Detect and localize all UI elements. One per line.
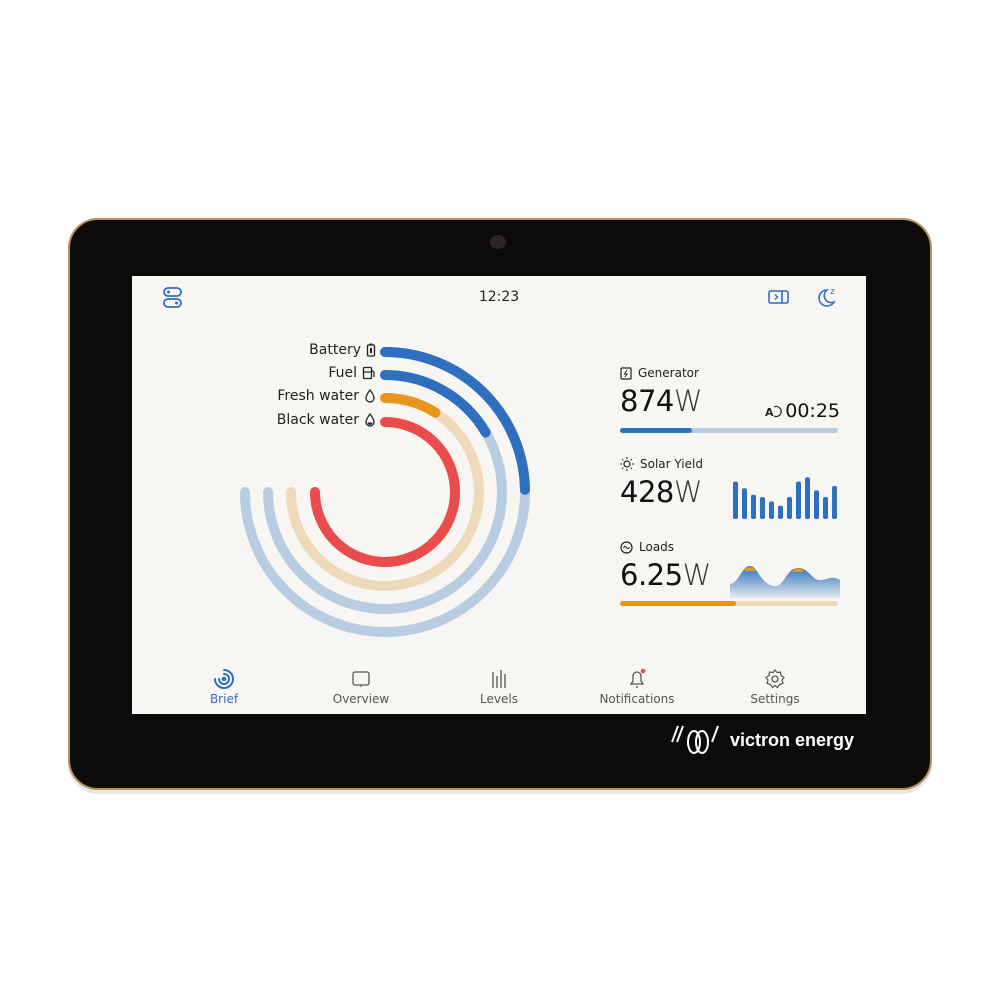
ring-fill-black-water — [310, 417, 460, 567]
generator-icon — [620, 366, 632, 380]
notification-dot — [640, 668, 646, 674]
generator-unit: W — [673, 384, 703, 418]
battery-icon — [366, 343, 376, 357]
solar-bar — [742, 488, 747, 519]
tab-levels[interactable]: Levels — [444, 666, 554, 706]
label-text: Fuel — [328, 365, 357, 381]
solar-bar — [778, 505, 783, 519]
solar-unit: W — [673, 475, 703, 509]
solar-bar-chart — [733, 477, 837, 519]
label-text: Fresh water — [277, 388, 359, 404]
label-fresh-water: Fresh water — [277, 388, 376, 404]
generator-runtime: A 00:25 — [765, 400, 840, 422]
victron-logo-mark — [671, 725, 719, 754]
label-black-water: Black water — [277, 412, 376, 428]
tab-label: Brief — [209, 692, 239, 706]
levels-icon — [492, 670, 506, 688]
water-drop-filled-icon — [365, 413, 375, 427]
tab-notifications[interactable]: Notifications — [582, 666, 692, 706]
tab-overview[interactable]: Overview — [306, 666, 416, 706]
tab-brief[interactable]: Brief — [169, 666, 279, 706]
loads-value-number: 6.25 — [620, 558, 683, 592]
loads-progress-fill — [620, 601, 736, 606]
auto-start-icon: A — [765, 405, 782, 419]
gear-icon — [765, 669, 785, 689]
generator-progress-fill — [620, 428, 692, 433]
solar-bar — [760, 497, 765, 519]
loads-area — [730, 566, 840, 598]
label-text: Battery — [309, 342, 361, 358]
overview-icon — [352, 671, 370, 687]
toggles-icon[interactable] — [162, 286, 184, 310]
ring-fill-fresh-water — [380, 393, 441, 418]
solar-bar — [814, 490, 819, 519]
generator-title-text: Generator — [638, 366, 699, 380]
tab-label: Levels — [480, 692, 518, 706]
svg-text:z: z — [830, 287, 835, 297]
solar-bar — [832, 486, 837, 519]
ring-track-fresh-water — [286, 393, 484, 591]
solar-title: Solar Yield — [620, 457, 840, 471]
generator-progress-track — [620, 428, 838, 433]
sleep-moon-icon[interactable]: z — [815, 284, 839, 308]
loads-title-text: Loads — [639, 540, 675, 554]
bell-icon — [629, 668, 646, 688]
tab-label: Notifications — [599, 692, 675, 706]
svg-text:A: A — [765, 406, 774, 419]
sidebar-toggle-icon[interactable] — [768, 289, 790, 305]
camera — [490, 235, 506, 249]
solar-bar — [751, 494, 756, 519]
loads-card[interactable]: Loads 6.25W — [620, 540, 840, 610]
loads-value: 6.25W — [620, 558, 840, 592]
ring-labels: Battery Fuel Fresh water Black water — [232, 342, 376, 442]
generator-title: Generator — [620, 366, 840, 380]
solar-bar — [733, 481, 738, 519]
loads-title: Loads — [620, 540, 840, 554]
clock: 12:23 — [478, 289, 520, 305]
generator-value-number: 874 — [620, 384, 674, 418]
brand-text: victron energy — [730, 729, 855, 750]
solar-value: 428W — [620, 475, 840, 509]
solar-value-number: 428 — [620, 475, 674, 509]
solar-bar — [805, 477, 810, 519]
generator-runtime-text: 00:25 — [785, 400, 840, 422]
ring-fill-battery — [380, 347, 530, 495]
label-fuel: Fuel — [328, 365, 376, 381]
loads-peaks — [744, 567, 804, 572]
label-text: Black water — [276, 412, 359, 428]
tab-settings[interactable]: Settings — [720, 666, 830, 706]
solar-bar — [823, 497, 828, 519]
solar-bar — [796, 481, 801, 519]
fuel-pump-icon — [362, 366, 375, 380]
loads-unit: W — [682, 558, 712, 592]
tab-label: Overview — [332, 692, 390, 706]
solar-bar — [787, 497, 792, 519]
solar-title-text: Solar Yield — [640, 457, 703, 471]
screen: 12:23 z Battery Fuel Fresh water Black w… — [132, 276, 866, 714]
solar-card[interactable]: Solar Yield 428W — [620, 457, 840, 527]
ac-wave-icon — [620, 540, 633, 554]
generator-value: 874W — [620, 384, 840, 418]
loads-area-chart — [730, 566, 840, 598]
water-drop-icon — [365, 389, 375, 403]
levels-rings[interactable] — [132, 276, 532, 656]
solar-bar — [769, 501, 774, 519]
ring-fill-fuel — [380, 370, 491, 438]
victron-logo: victron energy — [668, 720, 854, 760]
brief-icon — [214, 669, 234, 689]
generator-card[interactable]: Generator 874W A 00:25 — [620, 366, 840, 433]
sun-icon — [620, 457, 634, 471]
tab-label: Settings — [750, 692, 800, 706]
label-battery: Battery — [309, 342, 376, 358]
